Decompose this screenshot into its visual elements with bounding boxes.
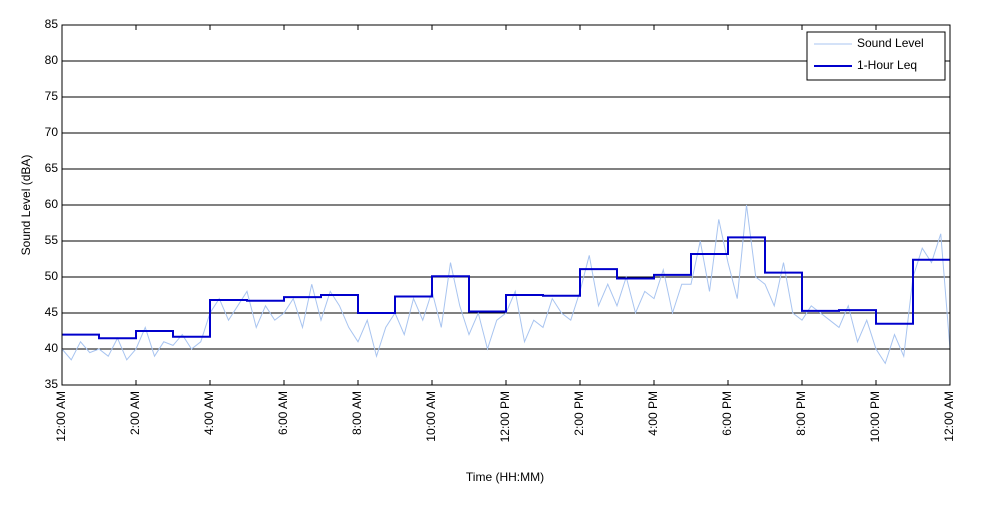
plot-frame	[61, 24, 951, 386]
x-tick-label: 2:00 AM	[128, 391, 142, 435]
y-tick-label: 70	[45, 125, 59, 139]
x-tick-label: 12:00 PM	[498, 391, 512, 442]
legend-label: Sound Level	[857, 36, 924, 50]
x-tick-label: 6:00 PM	[720, 391, 734, 436]
y-tick-label: 65	[45, 161, 59, 175]
series-line	[62, 236, 950, 340]
y-tick-label: 35	[45, 377, 59, 391]
y-tick-label: 55	[45, 233, 59, 247]
y-tick-label: 80	[45, 53, 59, 67]
y-tick-label: 75	[45, 89, 59, 103]
legend-label: 1-Hour Leq	[857, 58, 917, 72]
legend-box	[806, 31, 946, 81]
x-tick-label: 2:00 PM	[572, 391, 586, 436]
x-tick-label: 12:00 AM	[54, 391, 68, 442]
y-tick-label: 45	[45, 305, 59, 319]
x-tick-label: 6:00 AM	[276, 391, 290, 435]
y-tick-label: 60	[45, 197, 59, 211]
x-tick-label: 4:00 PM	[646, 391, 660, 436]
x-tick-label: 8:00 PM	[794, 391, 808, 436]
y-axis-label: Sound Level (dBA)	[19, 155, 33, 256]
x-tick-label: 4:00 AM	[202, 391, 216, 435]
x-axis-label: Time (HH:MM)	[466, 470, 544, 484]
x-tick-label: 10:00 AM	[424, 391, 438, 442]
x-tick-label: 10:00 PM	[868, 391, 882, 442]
x-tick-label: 12:00 AM	[942, 391, 956, 442]
y-tick-label: 85	[45, 17, 59, 31]
y-tick-label: 50	[45, 269, 59, 283]
x-tick-label: 8:00 AM	[350, 391, 364, 435]
y-tick-label: 40	[45, 341, 59, 355]
